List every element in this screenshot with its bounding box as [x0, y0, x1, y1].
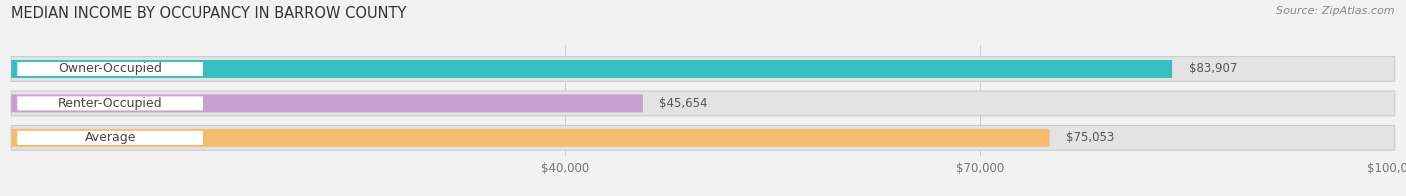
Text: $75,053: $75,053: [1066, 131, 1115, 144]
FancyBboxPatch shape: [11, 129, 1050, 147]
FancyBboxPatch shape: [11, 91, 1395, 116]
Text: Average: Average: [84, 131, 136, 144]
FancyBboxPatch shape: [11, 57, 1395, 81]
Text: Renter-Occupied: Renter-Occupied: [58, 97, 163, 110]
FancyBboxPatch shape: [11, 94, 643, 112]
FancyBboxPatch shape: [11, 125, 1395, 150]
FancyBboxPatch shape: [17, 96, 204, 111]
Text: $45,654: $45,654: [659, 97, 709, 110]
Text: Source: ZipAtlas.com: Source: ZipAtlas.com: [1277, 6, 1395, 16]
FancyBboxPatch shape: [11, 60, 1173, 78]
FancyBboxPatch shape: [17, 130, 204, 145]
Text: MEDIAN INCOME BY OCCUPANCY IN BARROW COUNTY: MEDIAN INCOME BY OCCUPANCY IN BARROW COU…: [11, 6, 406, 21]
FancyBboxPatch shape: [17, 61, 204, 77]
Text: $83,907: $83,907: [1188, 63, 1237, 75]
Text: Owner-Occupied: Owner-Occupied: [58, 63, 162, 75]
